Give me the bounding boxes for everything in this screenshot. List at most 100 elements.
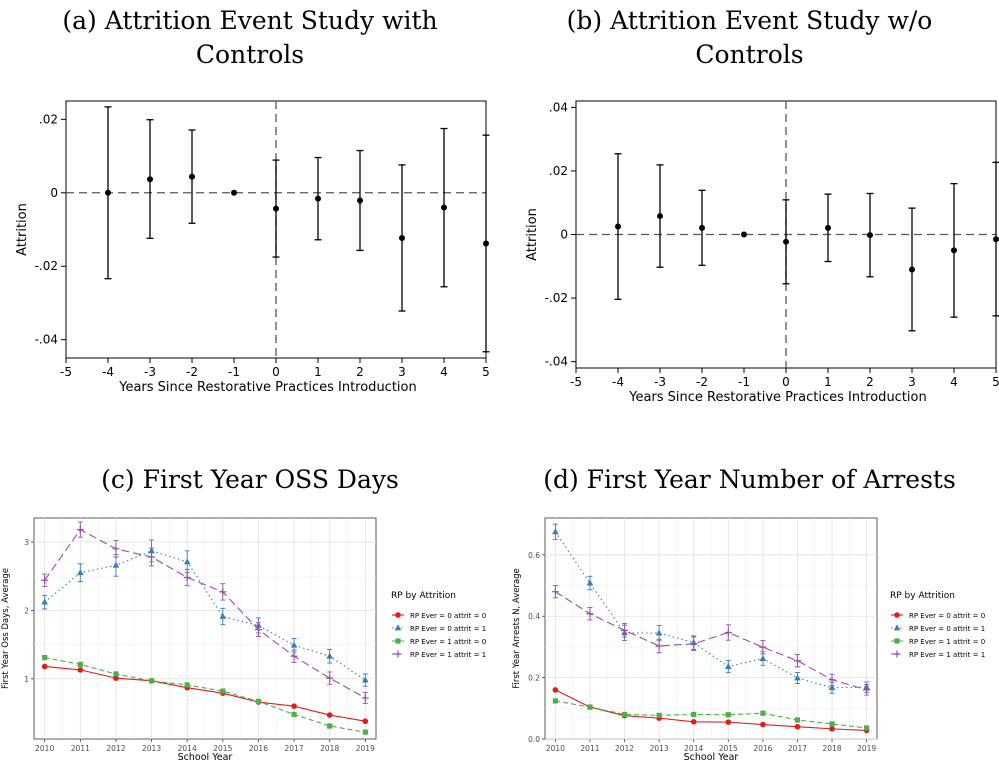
x-tick-label: 0 [782, 375, 790, 389]
triangle-marker [759, 654, 767, 661]
x-tick-label: 3 [398, 365, 406, 379]
circle-marker [291, 703, 297, 709]
triangle-marker [362, 676, 369, 683]
square-marker [587, 704, 593, 710]
y-tick-label: 0.2 [528, 674, 540, 683]
plus-marker [621, 626, 629, 634]
triangle-marker [326, 652, 333, 659]
triangle-marker [828, 684, 836, 691]
x-tick-label: 2016 [249, 744, 268, 753]
estimate-point [483, 240, 489, 247]
x-tick-label: 2015 [719, 744, 738, 753]
plus-marker [326, 674, 334, 682]
y-tick-label: 0.4 [528, 612, 540, 621]
circle-marker [41, 663, 48, 670]
circle-marker [362, 718, 369, 725]
plus-marker [793, 657, 801, 665]
plus-marker [551, 588, 559, 596]
x-tick-label: 2 [866, 375, 874, 389]
y-tick-label: 1 [24, 675, 29, 684]
triangle-marker [794, 674, 801, 681]
x-tick-label: 2013 [142, 744, 161, 753]
triangle-marker [41, 598, 48, 605]
circle-marker [326, 712, 333, 718]
x-tick-label: 0 [272, 365, 280, 379]
square-marker [42, 654, 48, 661]
y-tick-label: -.04 [35, 333, 58, 347]
legend-title: RP by Attrition [391, 591, 456, 601]
square-marker [220, 688, 226, 694]
square-marker [184, 682, 190, 688]
square-marker [113, 671, 119, 677]
x-tick-label: 1 [824, 375, 832, 389]
y-axis-label: First Year Arrests N, Average [512, 568, 522, 689]
caption-b-line1: (b) Attrition Event Study w/o [566, 6, 933, 35]
x-tick-label: 2014 [684, 744, 703, 753]
x-tick-label: 2016 [753, 744, 772, 753]
plus-marker [112, 545, 120, 553]
plus-marker [41, 576, 49, 584]
series [551, 585, 871, 696]
caption-b-line2: Controls [695, 40, 804, 69]
triangle-marker [112, 561, 120, 568]
caption-c: (c) First Year OSS Days [101, 465, 399, 494]
x-tick-label: -5 [60, 365, 72, 379]
estimate-point [699, 224, 705, 231]
x-tick-label: -4 [102, 365, 114, 379]
circle-marker [760, 721, 766, 728]
x-tick-label: -1 [228, 365, 240, 379]
estimate-point [147, 176, 153, 183]
triangle-marker [655, 629, 663, 636]
y-tick-label: -.02 [545, 291, 568, 305]
triangle-marker [724, 662, 732, 669]
x-tick-label: -1 [738, 375, 750, 389]
legend-item-label: RP Ever = 0 attrit = 0 [909, 612, 985, 620]
y-tick-label: .04 [549, 100, 568, 114]
x-tick-label: 2011 [580, 744, 599, 753]
plus-marker [183, 574, 191, 582]
estimate-point [357, 197, 363, 204]
square-marker [362, 729, 368, 735]
y-tick-label: 0 [50, 186, 58, 200]
plus-marker [893, 650, 901, 658]
x-tick-label: -3 [654, 375, 666, 389]
x-tick-label: 2018 [320, 744, 339, 753]
plus-marker [394, 650, 402, 658]
y-tick-label: .02 [549, 164, 568, 178]
plus-marker [655, 642, 663, 650]
square-marker [291, 711, 297, 717]
x-tick-label: 3 [908, 375, 916, 389]
square-marker [255, 698, 262, 704]
estimate-point [315, 195, 321, 202]
circle-marker [77, 667, 84, 673]
x-tick-label: 4 [950, 375, 958, 389]
x-tick-label: 2013 [650, 744, 669, 753]
x-tick-label: -2 [186, 365, 198, 379]
estimate-point [993, 236, 999, 243]
plus-marker [828, 676, 836, 684]
estimate-point [951, 247, 957, 254]
estimate-point [231, 189, 237, 196]
caption-d: (d) First Year Number of Arrests [543, 465, 956, 494]
x-tick-label: 2012 [106, 744, 125, 753]
series-line [555, 591, 867, 691]
plus-marker [690, 640, 698, 648]
estimate-point [657, 213, 663, 220]
x-tick-label: 5 [482, 365, 490, 379]
circle-marker [894, 612, 900, 618]
legend-item-label: RP Ever = 1 attrit = 0 [909, 638, 985, 646]
triangle-marker [290, 641, 298, 648]
square-marker [691, 711, 697, 718]
square-marker [148, 678, 155, 684]
legend-item-label: RP Ever = 1 attrit = 1 [410, 651, 486, 659]
estimate-point [441, 204, 447, 211]
y-tick-label: 0.0 [528, 735, 540, 744]
square-marker [621, 711, 628, 718]
series [42, 654, 368, 735]
square-marker [760, 710, 766, 716]
circle-marker [725, 719, 732, 725]
circle-marker [690, 719, 697, 725]
square-marker [77, 661, 83, 668]
legend-title: RP by Attrition [890, 591, 955, 601]
legend-item-label: RP Ever = 1 attrit = 1 [909, 651, 985, 659]
